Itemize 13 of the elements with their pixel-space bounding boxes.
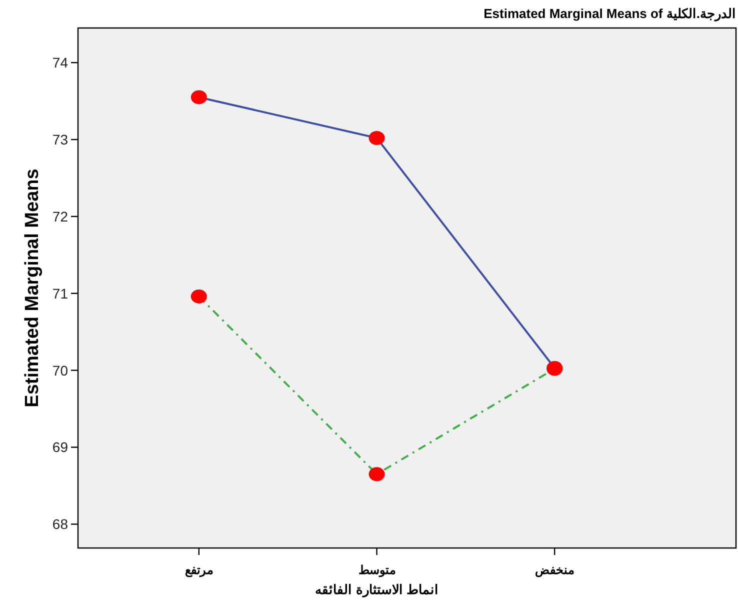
y-axis-title: Estimated Marginal Means	[22, 168, 43, 408]
y-tick-label: 68	[52, 516, 68, 532]
y-tick-label: 72	[52, 208, 68, 224]
y-tick-label: 73	[52, 132, 68, 148]
chart-title: Estimated Marginal Means of الدرجة.الكلية	[484, 6, 736, 22]
y-tick-label: 71	[52, 285, 68, 302]
y-tick-label: 70	[52, 362, 68, 378]
x-tick-label: متوسط	[358, 563, 396, 578]
x-tick-label: منخفض	[535, 563, 574, 578]
y-tick-label: 74	[52, 54, 68, 71]
x-tick-label: مرتفع	[184, 563, 213, 578]
y-tick-label: 69	[52, 439, 68, 456]
x-axis-title: انماط الاستثارة الفائقه	[315, 582, 438, 598]
